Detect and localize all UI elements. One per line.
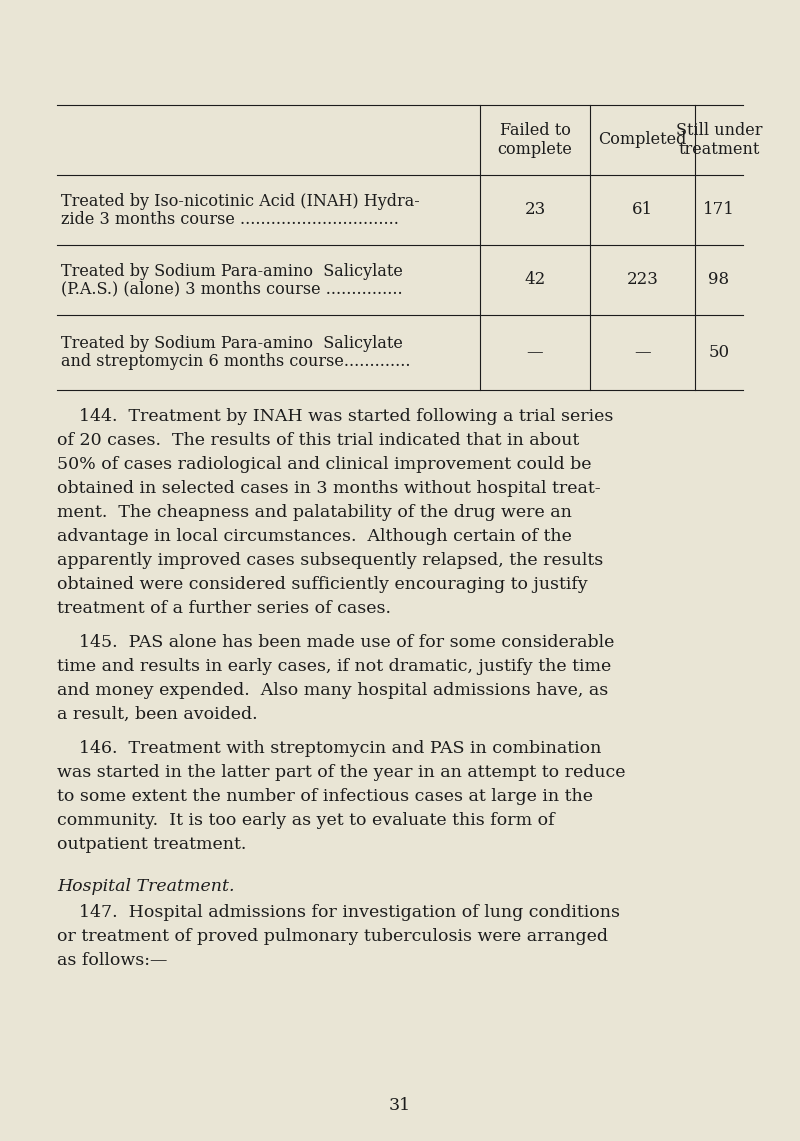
Text: and money expended.  Also many hospital admissions have, as: and money expended. Also many hospital a… bbox=[57, 682, 608, 699]
Text: of 20 cases.  The results of this trial indicated that in about: of 20 cases. The results of this trial i… bbox=[57, 432, 579, 450]
Text: (P.A.S.) (alone) 3 months course ...............: (P.A.S.) (alone) 3 months course .......… bbox=[61, 281, 402, 298]
Text: zide 3 months course ...............................: zide 3 months course ...................… bbox=[61, 210, 399, 227]
Text: advantage in local circumstances.  Although certain of the: advantage in local circumstances. Althou… bbox=[57, 528, 572, 545]
Text: outpatient treatment.: outpatient treatment. bbox=[57, 836, 246, 853]
Text: 145.  PAS alone has been made use of for some considerable: 145. PAS alone has been made use of for … bbox=[57, 634, 614, 652]
Text: 171: 171 bbox=[703, 202, 735, 218]
Text: Still under
treatment: Still under treatment bbox=[676, 122, 762, 159]
Text: —: — bbox=[526, 343, 543, 361]
Text: or treatment of proved pulmonary tuberculosis were arranged: or treatment of proved pulmonary tubercu… bbox=[57, 928, 608, 945]
Text: apparently improved cases subsequently relapsed, the results: apparently improved cases subsequently r… bbox=[57, 552, 603, 569]
Text: obtained in selected cases in 3 months without hospital treat-: obtained in selected cases in 3 months w… bbox=[57, 480, 601, 497]
Text: —: — bbox=[634, 343, 651, 361]
Text: to some extent the number of infectious cases at large in the: to some extent the number of infectious … bbox=[57, 788, 593, 806]
Text: community.  It is too early as yet to evaluate this form of: community. It is too early as yet to eva… bbox=[57, 812, 554, 830]
Text: Treated by Sodium Para-amino  Salicylate: Treated by Sodium Para-amino Salicylate bbox=[61, 262, 403, 280]
Text: 23: 23 bbox=[524, 202, 546, 218]
Text: 144.  Treatment by INAH was started following a trial series: 144. Treatment by INAH was started follo… bbox=[57, 408, 614, 424]
Text: 31: 31 bbox=[389, 1098, 411, 1115]
Text: 50: 50 bbox=[709, 343, 730, 361]
Text: as follows:—: as follows:— bbox=[57, 952, 167, 969]
Text: 146.  Treatment with streptomycin and PAS in combination: 146. Treatment with streptomycin and PAS… bbox=[57, 741, 602, 756]
Text: and streptomycin 6 months course.............: and streptomycin 6 months course........… bbox=[61, 353, 410, 370]
Text: 223: 223 bbox=[626, 272, 658, 289]
Text: a result, been avoided.: a result, been avoided. bbox=[57, 706, 258, 723]
Text: obtained were considered sufficiently encouraging to justify: obtained were considered sufficiently en… bbox=[57, 576, 588, 593]
Text: Treated by Sodium Para-amino  Salicylate: Treated by Sodium Para-amino Salicylate bbox=[61, 335, 403, 353]
Text: 61: 61 bbox=[632, 202, 653, 218]
Text: ment.  The cheapness and palatability of the drug were an: ment. The cheapness and palatability of … bbox=[57, 504, 572, 521]
Text: Completed: Completed bbox=[598, 131, 686, 148]
Text: Treated by Iso-nicotinic Acid (INAH) Hydra-: Treated by Iso-nicotinic Acid (INAH) Hyd… bbox=[61, 193, 420, 210]
Text: was started in the latter part of the year in an attempt to reduce: was started in the latter part of the ye… bbox=[57, 764, 626, 780]
Text: 147.  Hospital admissions for investigation of lung conditions: 147. Hospital admissions for investigati… bbox=[57, 904, 620, 921]
Text: Hospital Treatment.: Hospital Treatment. bbox=[57, 879, 234, 895]
Text: treatment of a further series of cases.: treatment of a further series of cases. bbox=[57, 600, 391, 617]
Text: 50% of cases radiological and clinical improvement could be: 50% of cases radiological and clinical i… bbox=[57, 456, 591, 474]
Text: time and results in early cases, if not dramatic, justify the time: time and results in early cases, if not … bbox=[57, 658, 611, 675]
Text: 42: 42 bbox=[524, 272, 546, 289]
Text: 98: 98 bbox=[709, 272, 730, 289]
Text: Failed to
complete: Failed to complete bbox=[498, 122, 573, 159]
